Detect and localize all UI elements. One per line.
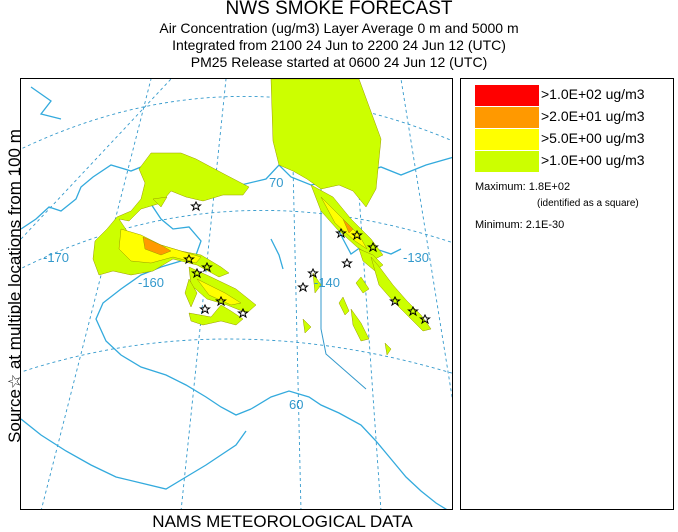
map-canvas: -170 -160 -140 -130 60 70 [21,79,452,509]
legend-swatch-red [475,85,539,106]
legend-label-1: >1.0E+02 ug/m3 [541,86,645,102]
graticule-label-lon-160: -160 [138,275,164,290]
footer-met-data: NAMS METEOROLOGICAL DATA [152,512,413,531]
concentration-legend: >1.0E+02 ug/m3 >2.0E+01 ug/m3 >5.0E+00 u… [460,78,674,510]
legend-swatch-orange [475,107,539,128]
subtitle-integration: Integrated from 2100 24 Jun to 2200 24 J… [172,37,506,53]
source-stars [183,200,431,325]
legend-label-3: >5.0E+00 ug/m3 [541,130,645,146]
legend-row-4: >1.0E+00 ug/m3 [475,151,667,172]
legend-swatch-yellow [475,129,539,150]
graticule-label-lon-140: -140 [314,275,340,290]
legend-minimum: Minimum: 2.1E-30 [475,219,565,231]
legend-row-1: >1.0E+02 ug/m3 [475,85,667,106]
page-title: NWS SMOKE FORECAST [225,0,453,19]
graticule [21,79,452,509]
graticule-label-lat-60: 60 [289,397,303,412]
legend-label-2: >2.0E+01 ug/m3 [541,108,645,124]
graticule-label-lat-70: 70 [269,175,283,190]
graticule-label-lon-130: -130 [403,250,429,265]
smoke-map: -170 -160 -140 -130 60 70 [20,78,453,510]
smoke-plumes [92,79,432,356]
coastlines [21,86,452,509]
subtitle-release: PM25 Release started at 0600 24 Jun 12 (… [190,54,488,70]
legend-maximum: Maximum: 1.8E+02 [475,181,571,193]
legend-label-4: >1.0E+00 ug/m3 [541,152,645,168]
legend-max-note: (identified as a square) [537,198,639,209]
subtitle-concentration: Air Concentration (ug/m3) Layer Average … [159,20,519,36]
legend-row-2: >2.0E+01 ug/m3 [475,107,667,128]
graticule-label-lon-170: -170 [43,250,69,265]
legend-row-3: >5.0E+00 ug/m3 [475,129,667,150]
legend-swatch-lime [475,151,539,172]
